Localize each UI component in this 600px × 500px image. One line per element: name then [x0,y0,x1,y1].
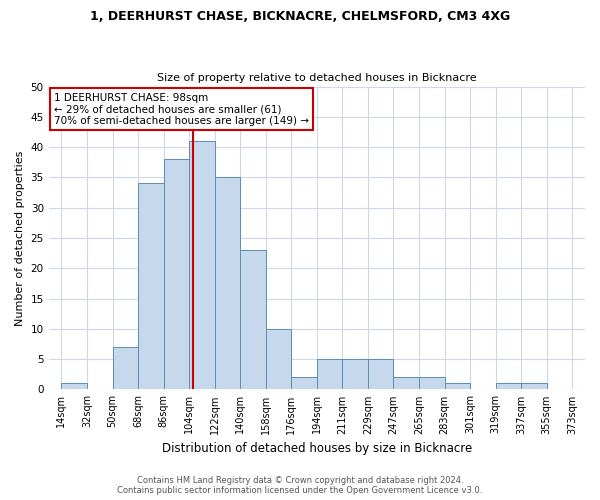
Bar [521,384,547,390]
Bar [343,359,368,390]
Text: Contains HM Land Registry data © Crown copyright and database right 2024.
Contai: Contains HM Land Registry data © Crown c… [118,476,482,495]
Y-axis label: Number of detached properties: Number of detached properties [15,150,25,326]
Bar [317,359,343,390]
Bar [215,178,240,390]
Bar [113,347,138,390]
Bar [419,378,445,390]
Text: 1 DEERHURST CHASE: 98sqm
← 29% of detached houses are smaller (61)
70% of semi-d: 1 DEERHURST CHASE: 98sqm ← 29% of detach… [54,92,309,126]
Bar [189,141,215,390]
Bar [394,378,419,390]
Bar [138,184,164,390]
Bar [240,250,266,390]
Bar [496,384,521,390]
Bar [61,384,87,390]
Bar [291,378,317,390]
X-axis label: Distribution of detached houses by size in Bicknacre: Distribution of detached houses by size … [162,442,472,455]
Bar [164,159,189,390]
Bar [445,384,470,390]
Bar [266,329,291,390]
Bar [368,359,394,390]
Text: 1, DEERHURST CHASE, BICKNACRE, CHELMSFORD, CM3 4XG: 1, DEERHURST CHASE, BICKNACRE, CHELMSFOR… [90,10,510,23]
Title: Size of property relative to detached houses in Bicknacre: Size of property relative to detached ho… [157,73,476,83]
